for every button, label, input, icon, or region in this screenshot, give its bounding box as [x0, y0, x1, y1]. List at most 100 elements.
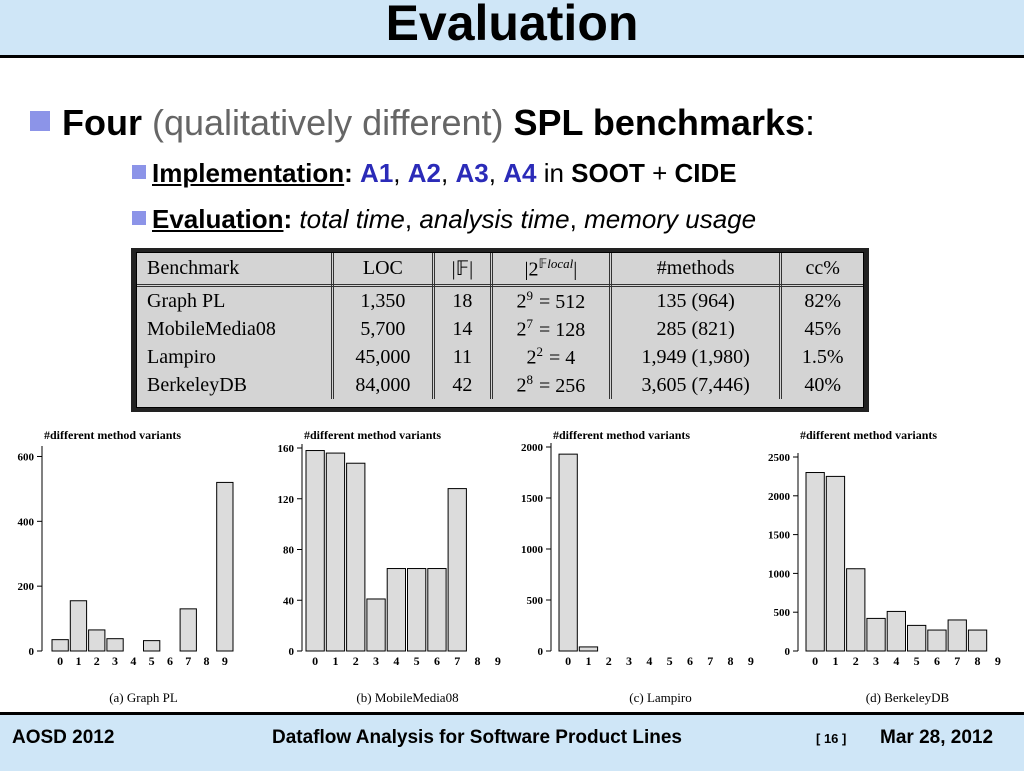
- bar: [69, 600, 88, 652]
- memory-usage: memory usage: [584, 204, 757, 234]
- bar: [907, 624, 927, 652]
- a1: A1: [360, 158, 394, 188]
- y-tick-label: 1500: [768, 530, 791, 542]
- cell-features: 42: [433, 371, 493, 399]
- pow-value: = 256: [538, 374, 586, 397]
- bullet-square-icon: [30, 111, 50, 131]
- chart-title: #different method variants: [44, 428, 181, 442]
- x-tick-label: 4: [130, 654, 136, 668]
- x-tick-label: 2: [606, 654, 612, 668]
- pow-base: 2: [516, 374, 527, 397]
- x-tick-label: 9: [748, 654, 754, 668]
- x-tick-label: 3: [112, 654, 118, 668]
- y-tick-label: 120: [278, 494, 295, 506]
- bar: [143, 640, 161, 652]
- chart-caption: (a) Graph PL: [109, 690, 178, 705]
- bar: [427, 568, 447, 652]
- x-tick-label: 5: [914, 654, 920, 668]
- x-tick-label: 7: [707, 654, 713, 668]
- bullet-colon: :: [805, 102, 816, 143]
- cell-configurations: 22 = 4: [491, 343, 612, 371]
- cell-loc: 5,700: [332, 315, 436, 343]
- benchmark-table-panel: Benchmark LOC |𝔽| |2𝔽local| #methods cc%…: [136, 252, 864, 408]
- chart-lampiro: #different method variants05001000150020…: [521, 428, 754, 705]
- bullet-square-icon: [132, 211, 146, 225]
- bar: [825, 475, 846, 652]
- bullet-evaluation: Evaluation: total time, analysis time, m…: [132, 201, 756, 237]
- y-tick-label: 500: [527, 595, 544, 607]
- comma: ,: [404, 204, 413, 234]
- a2: A2: [407, 158, 442, 188]
- cell-cc: 1.5%: [801, 345, 844, 368]
- benchmark-table: Benchmark LOC |𝔽| |2𝔽local| #methods cc%…: [137, 253, 863, 399]
- pow-sub: local: [547, 255, 574, 271]
- x-tick-label: 7: [954, 654, 960, 668]
- chart-berkeleydb: #different method variants05001000150020…: [768, 428, 1001, 705]
- y-tick-label: 2000: [768, 491, 791, 503]
- cell-benchmark: BerkeleyDB: [137, 371, 334, 399]
- pow-base: 2: [516, 318, 527, 341]
- cell-configurations: 29 = 512: [491, 285, 612, 315]
- x-tick-label: 5: [414, 654, 420, 668]
- bar: [967, 629, 988, 652]
- x-tick-label: 6: [934, 654, 940, 668]
- cell-configurations: 28 = 256: [491, 371, 612, 399]
- comma: ,: [488, 158, 496, 188]
- y-tick-label: 80: [283, 545, 295, 557]
- footer-conference: AOSD 2012: [12, 727, 115, 748]
- header-configurations: |2𝔽local|: [491, 253, 612, 287]
- cell-benchmark: Lampiro: [137, 343, 334, 371]
- header-features: |𝔽|: [433, 253, 493, 287]
- cell-methods: 3,605 (7,446): [610, 371, 783, 399]
- comma: ,: [441, 158, 449, 188]
- table-row: BerkeleyDB 84,000 42 28 = 256 3,605 (7,446) 40…: [137, 371, 863, 399]
- x-tick-label: 5: [667, 654, 673, 668]
- bar: [447, 488, 467, 652]
- x-tick-label: 2: [94, 654, 100, 668]
- bar: [106, 638, 124, 652]
- x-tick-label: 0: [312, 654, 318, 668]
- bar: [407, 568, 427, 652]
- pow-base: 2: [526, 346, 537, 369]
- x-tick-label: 5: [149, 654, 155, 668]
- bar: [927, 629, 947, 652]
- x-tick-label: 4: [393, 654, 399, 668]
- table-row: MobileMedia08 5,700 14 27 = 128 285 (821) 45%: [137, 315, 863, 343]
- chart-caption: (b) MobileMedia08: [356, 690, 458, 705]
- pow-base: 2: [528, 258, 539, 281]
- analysis-time: analysis time: [419, 204, 570, 234]
- comma: ,: [569, 204, 577, 234]
- cell-features: 11: [433, 343, 493, 371]
- pow-exponent: 9: [526, 288, 533, 304]
- bar: [805, 472, 825, 652]
- benchmark-table-frame: Benchmark LOC |𝔽| |2𝔽local| #methods cc%…: [131, 248, 869, 412]
- y-tick-label: 200: [18, 581, 35, 593]
- cell-methods: 285 (821): [610, 315, 783, 343]
- y-tick-label: 1500: [521, 493, 544, 505]
- x-tick-label: 6: [434, 654, 440, 668]
- footer-talk-title: Dataflow Analysis for Software Product L…: [272, 727, 682, 748]
- bar: [578, 646, 599, 652]
- cell-cc: 82%: [804, 289, 842, 312]
- cell-methods: 135 (964): [610, 285, 783, 315]
- bar: [325, 452, 346, 652]
- chart-title: #different method variants: [553, 428, 690, 442]
- a4: A4: [503, 158, 537, 188]
- table-header-row: Benchmark LOC |𝔽| |2𝔽local| #methods cc%: [137, 253, 863, 287]
- slide-title: Evaluation: [385, 0, 639, 51]
- implementation-colon: :: [344, 158, 353, 188]
- bar: [846, 568, 866, 652]
- bar: [886, 610, 906, 652]
- chart-caption: (d) BerkeleyDB: [866, 690, 950, 705]
- bar: [866, 617, 886, 652]
- cell-methods: 1,949 (1,980): [610, 343, 783, 371]
- bar: [88, 629, 106, 652]
- table-row: Graph PL 1,350 18 29 = 512 135 (964) 82%: [137, 285, 863, 315]
- cide: CIDE: [674, 158, 737, 188]
- soot: SOOT: [571, 158, 645, 188]
- header-loc: LOC: [332, 253, 436, 287]
- y-tick-label: 40: [283, 595, 295, 607]
- x-tick-label: 8: [728, 654, 734, 668]
- x-tick-label: 2: [353, 654, 359, 668]
